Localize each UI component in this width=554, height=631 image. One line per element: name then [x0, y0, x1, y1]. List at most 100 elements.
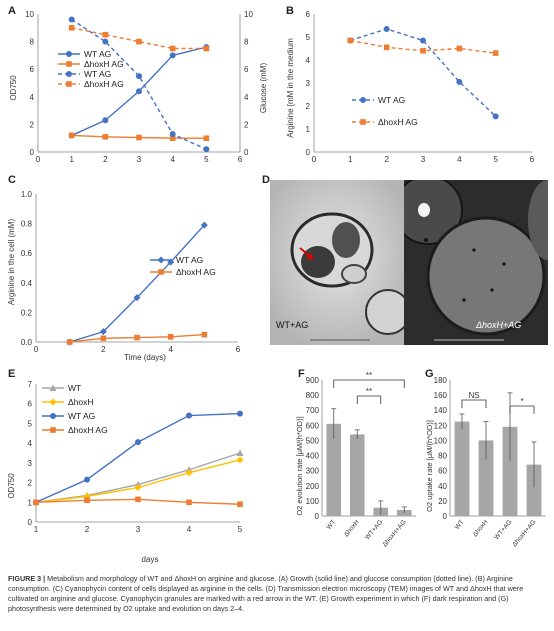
data-point	[203, 146, 210, 153]
chart-g-svg: 0 20 40 60 80 100 120 140 160 180 WT ΔhoxH WT+AGΔhox…	[425, 376, 546, 548]
bar	[502, 426, 518, 516]
y-tick-label: 0.6	[21, 249, 33, 258]
legend-marker	[49, 384, 57, 391]
bar	[326, 423, 342, 516]
panel-label-e: E	[8, 368, 16, 380]
y-tick-label: 0.0	[21, 338, 33, 347]
data-point	[84, 497, 90, 504]
x-tick-label: 3	[421, 155, 426, 164]
hoxh-cell-main	[426, 216, 546, 336]
data-point	[136, 134, 142, 141]
data-point	[492, 113, 499, 120]
legend-marker	[157, 256, 165, 264]
chart-c-x-label: Time (days)	[124, 353, 166, 362]
data-point	[420, 48, 426, 54]
y-tick-label: 120	[434, 421, 448, 430]
x-tick-label: 0	[34, 345, 39, 354]
data-point	[134, 334, 140, 341]
data-point	[136, 73, 142, 80]
data-point	[236, 449, 244, 456]
panel-label-c: C	[8, 174, 16, 186]
x-tick-label: WT+AG	[364, 519, 384, 541]
data-point	[84, 476, 90, 483]
figure-caption-lead: FIGURE 3 |	[8, 574, 46, 583]
chart-c-svg: 0 2 4 6 0.0 0.2 0.4 0.6 0.8 1.0 Arginine in the c…	[7, 190, 241, 362]
y-tick-label: 500	[306, 436, 320, 445]
data-point	[102, 134, 109, 140]
y-tick-label: 6	[28, 400, 33, 409]
y-tick-label: 600	[306, 421, 320, 430]
data-point	[185, 469, 193, 477]
legend-marker	[66, 61, 72, 67]
x-tick-label: WT	[325, 519, 337, 531]
y-tick-label: 100	[434, 436, 448, 445]
x-tick-label: 3	[137, 155, 142, 164]
data-point	[135, 439, 141, 446]
data-point	[169, 52, 176, 59]
y-tick-label: 0	[30, 148, 35, 157]
series-line	[350, 28, 497, 117]
significance-label: **	[366, 387, 372, 396]
x-tick-label: ΔhoxH	[472, 519, 490, 539]
data-point	[135, 496, 141, 503]
x-tick-label: 5	[204, 155, 209, 164]
data-point	[68, 16, 75, 23]
y-tick-label: 0	[28, 518, 33, 527]
y-tick-label: 4	[306, 56, 311, 65]
y-tick-label: 400	[306, 452, 320, 461]
data-point	[201, 331, 208, 338]
chart-b-axes: 0 1 2 3 4 5 6 0 1 2 3 4 5 6	[306, 10, 535, 164]
data-point	[102, 117, 109, 124]
data-point	[33, 499, 39, 506]
x-tick-label: 6	[530, 155, 535, 164]
y-tick-label: 200	[306, 482, 320, 491]
data-point	[383, 25, 390, 32]
y-tick-label: 180	[434, 376, 448, 385]
y-right-tick-label: 0	[244, 148, 249, 157]
data-point	[186, 499, 192, 506]
y-tick-label: 300	[306, 467, 320, 476]
y-right-tick-label: 6	[244, 65, 249, 74]
y-tick-label: 40	[438, 482, 447, 491]
chart-b-svg: 0 1 2 3 4 5 6 0 1 2 3 4 5 6 Arginine [mM in the mediu…	[286, 10, 535, 164]
panel-label-f: F	[298, 368, 305, 380]
legend-entry: ΔhoxH AG	[68, 425, 108, 435]
legend-marker	[66, 81, 72, 87]
data-point	[237, 410, 243, 417]
significance-bracket	[461, 399, 487, 408]
data-point	[169, 131, 176, 138]
chart-c: 0 2 4 6 0.0 0.2 0.4 0.6 0.8 1.0 Arginine in the c…	[0, 172, 262, 364]
panel-label-g: G	[425, 368, 434, 380]
y-right-tick-label: 4	[244, 93, 249, 102]
y-tick-label: 140	[434, 406, 448, 415]
chart-b-y-label: Arginine [mM in the medium	[286, 38, 295, 138]
data-point	[66, 339, 73, 345]
y-tick-label: 7	[28, 380, 33, 389]
chart-b-legend: WT AG ΔhoxH AG	[352, 95, 418, 127]
legend-entry: WT	[68, 383, 81, 393]
chart-b-series	[347, 25, 499, 120]
data-point	[492, 50, 499, 56]
tem-caption-hoxh: ΔhoxH+AG	[476, 320, 522, 330]
legend-entry: ΔhoxH AG	[176, 267, 216, 277]
data-point	[347, 37, 354, 44]
y-tick-label: 3	[306, 79, 311, 88]
y-tick-label: 2	[30, 120, 35, 129]
legend-entry: ΔhoxH AG	[84, 79, 124, 89]
y-tick-label: 0.2	[21, 308, 33, 317]
y-tick-label: 6	[306, 10, 311, 19]
data-point	[237, 501, 243, 508]
wt-granule-2	[332, 222, 360, 258]
x-tick-label: 5	[238, 525, 243, 534]
legend-entry: WT AG	[378, 95, 405, 105]
significance-bracket	[509, 405, 535, 414]
x-tick-label: 2	[103, 155, 108, 164]
chart-e-x-label: days	[142, 555, 159, 564]
data-point	[236, 456, 244, 464]
data-point	[383, 44, 390, 51]
data-point	[99, 328, 107, 336]
y-tick-label: 80	[438, 452, 447, 461]
data-point	[167, 334, 174, 340]
